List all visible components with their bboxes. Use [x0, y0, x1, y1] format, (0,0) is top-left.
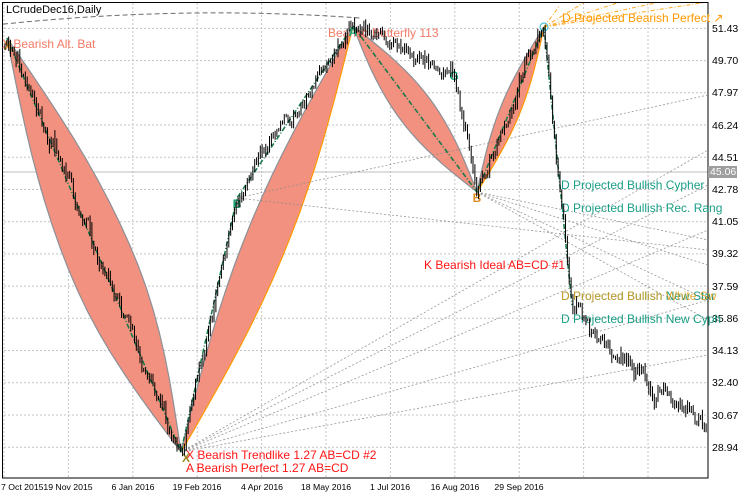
svg-text:X Bearish Alt. Bat: X Bearish Alt. Bat	[2, 37, 96, 51]
svg-text:LCrudeDec16,Daily: LCrudeDec16,Daily	[6, 4, 102, 16]
svg-text:D Projected Bearish Perfect ↗: D Projected Bearish Perfect ↗	[562, 11, 723, 25]
svg-text:X: X	[182, 451, 190, 465]
svg-text:Bearish Butterfly 113: Bearish Butterfly 113	[328, 26, 439, 40]
svg-text:18 May 2016: 18 May 2016	[301, 482, 351, 492]
svg-text:A Bearish Perfect 1.27 AB=CD: A Bearish Perfect 1.27 AB=CD	[186, 461, 349, 475]
svg-text:42.78: 42.78	[712, 184, 738, 196]
svg-text:45.06: 45.06	[710, 166, 736, 178]
svg-text:41.05: 41.05	[712, 216, 738, 228]
svg-text:47.97: 47.97	[712, 87, 738, 99]
svg-text:19 Nov 2015: 19 Nov 2015	[43, 482, 92, 492]
svg-text:32.40: 32.40	[712, 377, 738, 389]
svg-text:D Projected Bullish Cypher: D Projected Bullish Cypher	[561, 178, 704, 192]
svg-text:1 Jul 2016: 1 Jul 2016	[370, 482, 410, 492]
svg-text:30.67: 30.67	[712, 410, 738, 422]
svg-text:39.32: 39.32	[712, 248, 738, 260]
svg-text:16 Aug 2016: 16 Aug 2016	[431, 482, 480, 492]
svg-text:6 Jan 2016: 6 Jan 2016	[112, 482, 155, 492]
svg-text:X Bearish Trendlike 1.27 AB=CD: X Bearish Trendlike 1.27 AB=CD #2	[186, 448, 377, 462]
svg-text:19 Feb 2016: 19 Feb 2016	[173, 482, 222, 492]
svg-text:44.51: 44.51	[712, 152, 738, 164]
svg-text:28.94: 28.94	[712, 442, 738, 454]
svg-text:46.24: 46.24	[712, 120, 738, 132]
svg-text:4 Apr 2016: 4 Apr 2016	[241, 482, 283, 492]
svg-text:D Projected Bullish Rec. Rang: D Projected Bullish Rec. Rang	[561, 201, 722, 215]
svg-text:49.70: 49.70	[712, 55, 738, 67]
svg-text:D Projected Bullish New Cyph: D Projected Bullish New Cyph	[561, 312, 721, 326]
svg-text:7 Oct 2015: 7 Oct 2015	[1, 482, 44, 492]
svg-text:K Bearish Ideal AB=CD #1: K Bearish Ideal AB=CD #1	[424, 258, 565, 272]
svg-text:34.13: 34.13	[712, 345, 738, 357]
svg-text:D Projected Bullish White Sw: D Projected Bullish White Sw	[561, 289, 717, 303]
svg-text:29 Sep 2016: 29 Sep 2016	[494, 482, 543, 492]
